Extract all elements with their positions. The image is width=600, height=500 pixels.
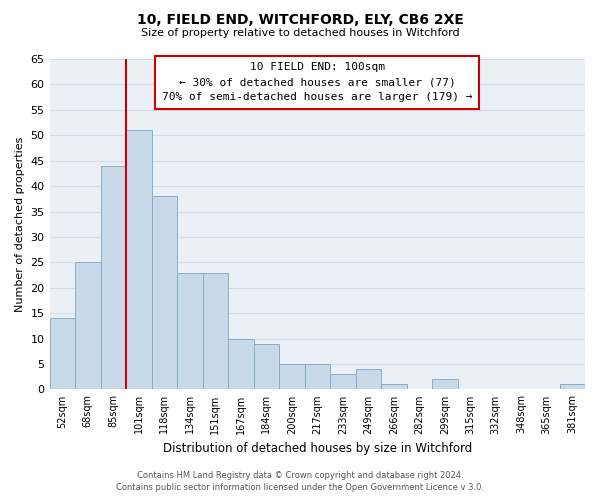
Bar — [330, 374, 356, 390]
Bar — [126, 130, 152, 390]
Bar — [381, 384, 407, 390]
Text: 10 FIELD END: 100sqm
← 30% of detached houses are smaller (77)
70% of semi-detac: 10 FIELD END: 100sqm ← 30% of detached h… — [162, 62, 473, 102]
Bar — [305, 364, 330, 390]
Text: 10, FIELD END, WITCHFORD, ELY, CB6 2XE: 10, FIELD END, WITCHFORD, ELY, CB6 2XE — [137, 12, 463, 26]
Bar — [560, 384, 585, 390]
Bar — [152, 196, 177, 390]
Bar — [432, 380, 458, 390]
Bar — [50, 318, 75, 390]
Bar — [177, 272, 203, 390]
Text: Contains HM Land Registry data © Crown copyright and database right 2024.
Contai: Contains HM Land Registry data © Crown c… — [116, 471, 484, 492]
Bar — [203, 272, 228, 390]
Text: Size of property relative to detached houses in Witchford: Size of property relative to detached ho… — [140, 28, 460, 38]
Y-axis label: Number of detached properties: Number of detached properties — [15, 136, 25, 312]
Bar — [101, 166, 126, 390]
Bar — [356, 369, 381, 390]
Bar — [254, 344, 279, 390]
Bar — [279, 364, 305, 390]
Bar — [228, 338, 254, 390]
Bar — [75, 262, 101, 390]
X-axis label: Distribution of detached houses by size in Witchford: Distribution of detached houses by size … — [163, 442, 472, 455]
